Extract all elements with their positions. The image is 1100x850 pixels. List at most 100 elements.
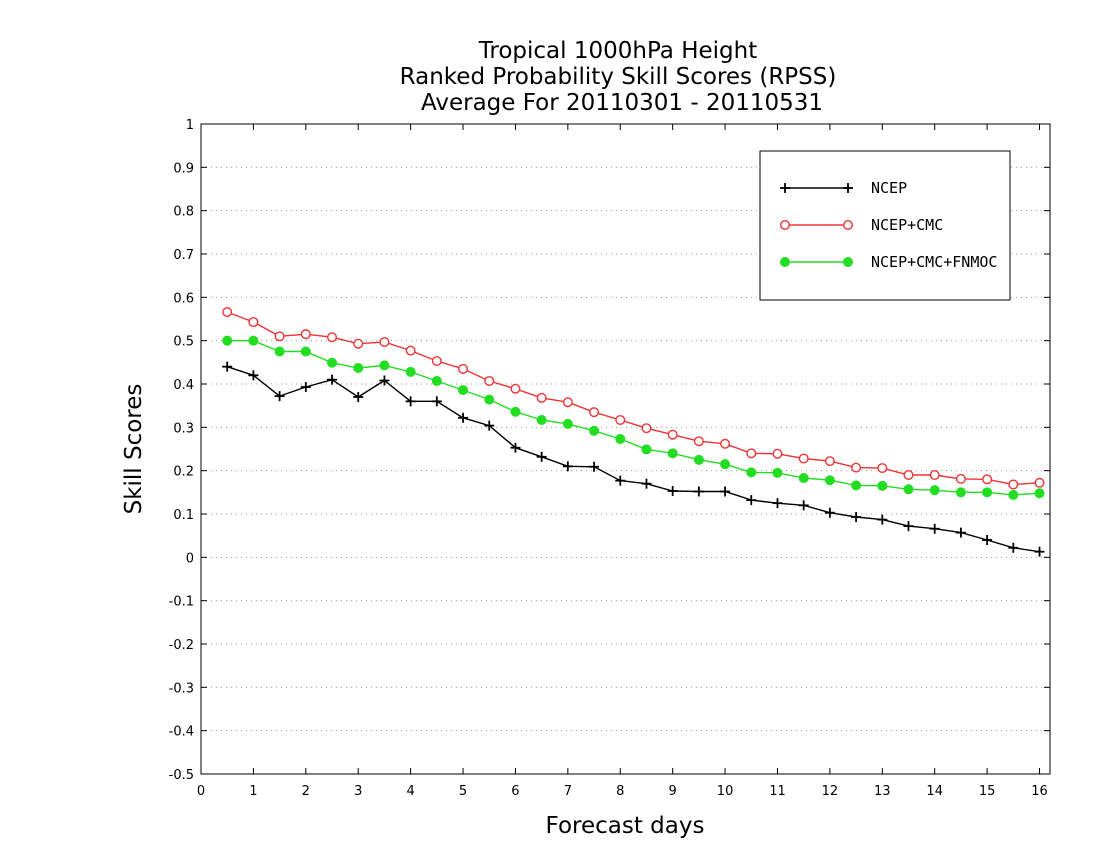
- ncep-point: [641, 478, 652, 489]
- ncep-cmc-point: [562, 397, 573, 408]
- legend-item-ncep-cmc: NCEP+CMC: [780, 216, 943, 234]
- ncep-cmc-fnmoc-point: [536, 414, 547, 425]
- ncep-cmc-fnmoc-point: [327, 357, 338, 368]
- y-tick-label: 0: [186, 551, 194, 566]
- legend-ncep-cmc-point: [780, 219, 791, 230]
- y-tick-label: -0.5: [169, 768, 194, 783]
- y-tick-label: 0.1: [173, 508, 194, 523]
- title-line-1: Tropical 1000hPa Height: [478, 38, 758, 64]
- ncep-cmc-point: [851, 462, 862, 473]
- ncep-cmc-point: [1034, 477, 1045, 488]
- ncep-point: [405, 396, 416, 407]
- ncep-cmc-fnmoc-point: [955, 487, 966, 498]
- ncep-cmc-point: [746, 448, 757, 459]
- ncep-cmc-fnmoc-point: [903, 484, 914, 495]
- y-axis-title: Skill Scores: [121, 384, 147, 515]
- x-tick-label: 5: [459, 784, 467, 799]
- legend-items: NCEP NCEP+CMC NCEP+CMC+FNMOC: [780, 179, 997, 271]
- ncep-cmc-fnmoc-point: [562, 418, 573, 429]
- ncep-cmc-fnmoc-point: [1008, 489, 1019, 500]
- ncep-cmc-fnmoc-point: [405, 366, 416, 377]
- ncep-point: [1008, 542, 1019, 553]
- ncep-point: [851, 512, 862, 523]
- y-tick-label: 0.8: [173, 205, 194, 220]
- ncep-point: [798, 500, 809, 511]
- ncep-cmc-point: [720, 438, 731, 449]
- x-tick-labels: 0 1 2 3 4 5 6 7 8 9 10 11 12 13 14 15 16: [197, 784, 1048, 799]
- x-tick-label: 12: [822, 784, 839, 799]
- legend-label: NCEP+CMC+FNMOC: [871, 253, 997, 271]
- y-tick-label: 1: [186, 118, 194, 133]
- ncep-cmc-fnmoc-point: [693, 454, 704, 465]
- ncep-point: [903, 521, 914, 532]
- y-tick-label: 0.3: [173, 421, 194, 436]
- x-tick-label: 13: [874, 784, 891, 799]
- y-tick-label: -0.3: [169, 681, 194, 696]
- ncep-cmc-point: [327, 332, 338, 343]
- ncep-cmc-fnmoc-point: [510, 406, 521, 417]
- ncep-cmc-point: [982, 474, 993, 485]
- ncep-point: [327, 374, 338, 385]
- y-tick-labels: -0.5 -0.4 -0.3 -0.2 -0.1 0 0.1 0.2 0.3 0.4 0.5 0.6 0…: [169, 118, 194, 783]
- ncep-point: [772, 498, 783, 509]
- ncep-cmc-fnmoc-point: [877, 480, 888, 491]
- x-tick-label: 1: [249, 784, 257, 799]
- ncep-cmc-point: [824, 456, 835, 467]
- legend-label: NCEP: [871, 179, 907, 197]
- x-tick-label: 0: [197, 784, 205, 799]
- ncep-cmc-point: [274, 331, 285, 342]
- legend-ncep-cmc-fnmoc-point: [780, 257, 790, 267]
- series-line-ncep-cmc: [226, 311, 1040, 486]
- ncep-point: [379, 375, 390, 386]
- y-tick-label: 0.5: [173, 335, 194, 350]
- ncep-cmc-fnmoc-point: [1034, 488, 1045, 499]
- ncep-cmc-fnmoc-point: [248, 335, 259, 346]
- legend-label: NCEP+CMC: [871, 216, 943, 234]
- ncep-point: [536, 451, 547, 462]
- x-tick-label: 10: [717, 784, 734, 799]
- series-ncep-cmc: [222, 307, 1045, 490]
- legend-ncep-cmc-point: [843, 219, 854, 230]
- ncep-cmc-fnmoc-point: [484, 394, 495, 405]
- axis-ticks: [200, 123, 1050, 775]
- ncep-point: [458, 412, 469, 423]
- series-line-ncep-cmc-fnmoc: [227, 340, 1040, 496]
- title-line-3: Average For 20110301 - 20110531: [421, 90, 823, 116]
- title-line-2: Ranked Probability Skill Scores (RPSS): [400, 64, 837, 90]
- ncep-cmc-fnmoc-point: [982, 487, 993, 498]
- y-tick-label: 0.2: [173, 465, 194, 480]
- ncep-point: [746, 495, 757, 506]
- x-tick-label: 15: [979, 784, 996, 799]
- ncep-cmc-point: [248, 317, 259, 328]
- ncep-point: [824, 507, 835, 518]
- ncep-cmc-fnmoc-point: [720, 459, 731, 470]
- x-axis-title: Forecast days: [546, 813, 705, 839]
- ncep-cmc-point: [589, 407, 600, 418]
- ncep-point: [431, 396, 442, 407]
- ncep-cmc-point: [667, 429, 678, 440]
- ncep-cmc-point: [1008, 479, 1019, 490]
- x-tick-label: 16: [1031, 784, 1048, 799]
- ncep-cmc-fnmoc-point: [798, 473, 809, 484]
- x-tick-label: 11: [769, 784, 786, 799]
- ncep-cmc-point: [431, 356, 442, 367]
- y-tick-label: 0.4: [173, 378, 194, 393]
- data-series: [222, 307, 1045, 557]
- ncep-cmc-point: [641, 423, 652, 434]
- legend-item-ncep: NCEP: [780, 179, 907, 197]
- ncep-cmc-point: [510, 383, 521, 394]
- y-tick-label: -0.1: [169, 595, 194, 610]
- series-ncep: [222, 361, 1045, 557]
- ncep-cmc-point: [379, 336, 390, 347]
- ncep-cmc-point: [405, 345, 416, 356]
- ncep-cmc-point: [484, 375, 495, 386]
- ncep-cmc-fnmoc-point: [353, 362, 364, 373]
- ncep-cmc-fnmoc-point: [772, 467, 783, 478]
- ncep-cmc-fnmoc-point: [746, 467, 757, 478]
- ncep-cmc-fnmoc-point: [379, 360, 390, 371]
- legend-item-ncep-cmc-fnmoc: NCEP+CMC+FNMOC: [780, 253, 997, 271]
- ncep-cmc-fnmoc-point: [824, 475, 835, 486]
- x-tick-label: 7: [564, 784, 572, 799]
- y-tick-label: 0.7: [173, 248, 194, 263]
